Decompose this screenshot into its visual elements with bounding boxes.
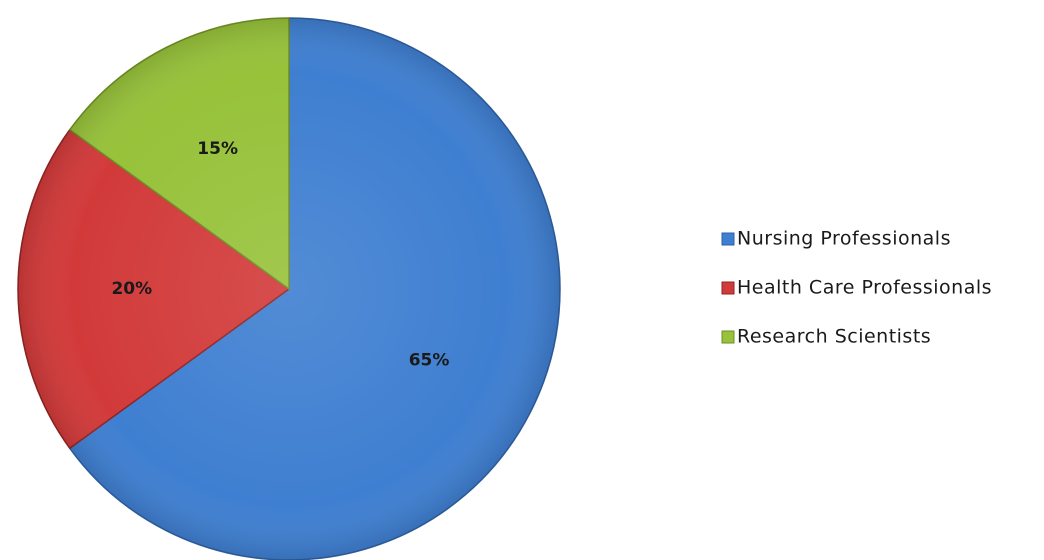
legend-label-2: Health Care Professionals (737, 277, 992, 299)
legend-label-1: Nursing Professionals (737, 228, 951, 250)
legend-item-3: Research Scientists (721, 326, 931, 348)
legend-label-3: Research Scientists (737, 326, 931, 348)
legend: Nursing Professionals Health Care Profess… (721, 228, 992, 348)
slice-value-label-2: 20% (111, 279, 152, 299)
legend-swatch-3 (721, 330, 735, 344)
legend-swatch-2 (721, 281, 735, 295)
slice-value-labels: 65% 20% 15% (111, 139, 449, 370)
pie-slices (17, 17, 561, 560)
legend-item-2: Health Care Professionals (721, 277, 992, 299)
slice-value-label-1: 65% (409, 350, 450, 370)
legend-item-1: Nursing Professionals (721, 228, 951, 250)
slice-value-label-3: 15% (197, 139, 238, 159)
legend-swatch-1 (721, 232, 735, 246)
